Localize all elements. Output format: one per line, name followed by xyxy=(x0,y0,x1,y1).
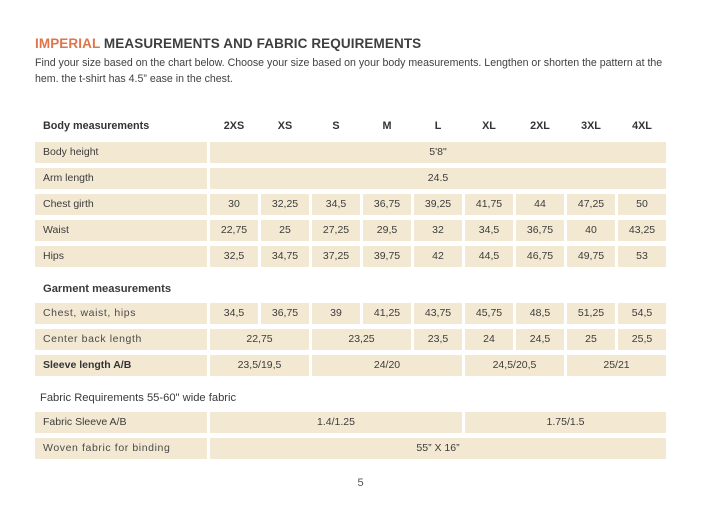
row-label: Arm length xyxy=(35,167,207,189)
row-label: Body height xyxy=(35,141,207,163)
value-cell: 34,5 xyxy=(210,302,258,324)
value-cell: 44 xyxy=(516,193,564,215)
table-row-arm-length: Arm length 24.5 xyxy=(35,167,666,189)
table-row-chest-girth: Chest girth 30 32,25 34,5 36,75 39,25 41… xyxy=(35,193,666,215)
value-cell: 24,5/20,5 xyxy=(465,354,564,376)
value-cell: 22,75 xyxy=(210,328,309,350)
row-label: Fabric Sleeve A/B xyxy=(35,411,207,433)
value-cell: 39,75 xyxy=(363,245,411,267)
value-cell: 32,5 xyxy=(210,245,258,267)
value-cell: 44,5 xyxy=(465,245,513,267)
size-column-header: 2XS xyxy=(223,120,245,133)
value-cell: 32,25 xyxy=(261,193,309,215)
page-number: 5 xyxy=(357,476,364,489)
value-cell: 23,5 xyxy=(414,328,462,350)
size-header-row: Body measurements 2XS XS S M L XL 2XL 3X… xyxy=(35,116,666,137)
document-page: IMPERIAL MEASUREMENTS AND FABRIC REQUIRE… xyxy=(32,36,686,489)
row-label: Center back length xyxy=(35,328,207,350)
value-cell: 39,25 xyxy=(414,193,462,215)
value-cell: 53 xyxy=(618,245,666,267)
row-label: Chest girth xyxy=(35,193,207,215)
intro-text: Find your size based on the chart below.… xyxy=(35,57,663,85)
table-row-body-height: Body height 5'8" xyxy=(35,141,666,163)
row-label: Woven fabric for binding xyxy=(35,437,207,459)
size-column-header: XS xyxy=(277,120,293,133)
size-column-header: 4XL xyxy=(632,120,652,133)
value-cell: 36,75 xyxy=(261,302,309,324)
value-cell: 41,25 xyxy=(363,302,411,324)
value-cell: 45,75 xyxy=(465,302,513,324)
value-cell: 55” X 16” xyxy=(210,437,666,459)
value-cell: 50 xyxy=(618,193,666,215)
fabric-requirements-table: Fabric Sleeve A/B 1.4/1.25 1.75/1.5 Wove… xyxy=(32,407,669,464)
value-cell: 43,25 xyxy=(618,219,666,241)
value-cell: 5'8" xyxy=(210,141,666,163)
value-cell: 25 xyxy=(567,328,615,350)
value-cell: 46,75 xyxy=(516,245,564,267)
body-measurements-table: Body measurements 2XS XS S M L XL 2XL 3X… xyxy=(32,111,669,272)
value-cell: 24 xyxy=(465,328,513,350)
value-cell: 23,5/19,5 xyxy=(210,354,309,376)
value-cell: 41,75 xyxy=(465,193,513,215)
table-row-waist: Waist 22,75 25 27,25 29,5 32 34,5 36,75 … xyxy=(35,219,666,241)
value-cell: 25,5 xyxy=(618,328,666,350)
size-column-header: XL xyxy=(482,120,496,133)
value-cell: 24.5 xyxy=(210,167,666,189)
page-title: IMPERIAL MEASUREMENTS AND FABRIC REQUIRE… xyxy=(35,36,686,51)
row-label: Sleeve length A/B xyxy=(35,354,207,376)
value-cell: 25 xyxy=(261,219,309,241)
size-column-header: L xyxy=(434,120,442,133)
value-cell: 48,5 xyxy=(516,302,564,324)
value-cell: 37,25 xyxy=(312,245,360,267)
table-row-woven-fabric-binding: Woven fabric for binding 55” X 16” xyxy=(35,437,666,459)
value-cell: 42 xyxy=(414,245,462,267)
value-cell: 23,25 xyxy=(312,328,411,350)
value-cell: 1.75/1.5 xyxy=(465,411,666,433)
section-title-garment-measurements: Garment measurements xyxy=(43,282,172,295)
table-row-sleeve-length: Sleeve length A/B 23,5/19,5 24/20 24,5/2… xyxy=(35,354,666,376)
size-column-header: M xyxy=(382,120,392,133)
table-row-center-back-length: Center back length 22,75 23,25 23,5 24 2… xyxy=(35,328,666,350)
section-title-fabric-requirements: Fabric Requirements 55-60" wide fabric xyxy=(40,391,237,404)
value-cell: 30 xyxy=(210,193,258,215)
value-cell: 24,5 xyxy=(516,328,564,350)
value-cell: 34,75 xyxy=(261,245,309,267)
value-cell: 36,75 xyxy=(363,193,411,215)
value-cell: 1.4/1.25 xyxy=(210,411,462,433)
value-cell: 36,75 xyxy=(516,219,564,241)
value-cell: 43,75 xyxy=(414,302,462,324)
value-cell: 39 xyxy=(312,302,360,324)
table-row-garment-chest-waist-hips: Chest, waist, hips 34,5 36,75 39 41,25 4… xyxy=(35,302,666,324)
row-label: Hips xyxy=(35,245,207,267)
value-cell: 34,5 xyxy=(312,193,360,215)
table-row-fabric-sleeve: Fabric Sleeve A/B 1.4/1.25 1.75/1.5 xyxy=(35,411,666,433)
size-column-header: S xyxy=(332,120,340,133)
garment-measurements-table: Chest, waist, hips 34,5 36,75 39 41,25 4… xyxy=(32,298,669,381)
value-cell: 32 xyxy=(414,219,462,241)
value-cell: 29,5 xyxy=(363,219,411,241)
value-cell: 34,5 xyxy=(465,219,513,241)
value-cell: 47,25 xyxy=(567,193,615,215)
value-cell: 40 xyxy=(567,219,615,241)
title-accent: IMPERIAL xyxy=(35,36,101,51)
row-label: Chest, waist, hips xyxy=(35,302,207,324)
row-label: Waist xyxy=(35,219,207,241)
value-cell: 49,75 xyxy=(567,245,615,267)
value-cell: 25/21 xyxy=(567,354,666,376)
value-cell: 51,25 xyxy=(567,302,615,324)
value-cell: 27,25 xyxy=(312,219,360,241)
title-rest: MEASUREMENTS AND FABRIC REQUIREMENTS xyxy=(100,36,422,51)
value-cell: 54,5 xyxy=(618,302,666,324)
size-column-header: 2XL xyxy=(530,120,550,133)
size-column-header: 3XL xyxy=(581,120,601,133)
value-cell: 22,75 xyxy=(210,219,258,241)
value-cell: 24/20 xyxy=(312,354,462,376)
table-row-hips: Hips 32,5 34,75 37,25 39,75 42 44,5 46,7… xyxy=(35,245,666,267)
section-title-body-measurements: Body measurements xyxy=(43,120,150,133)
